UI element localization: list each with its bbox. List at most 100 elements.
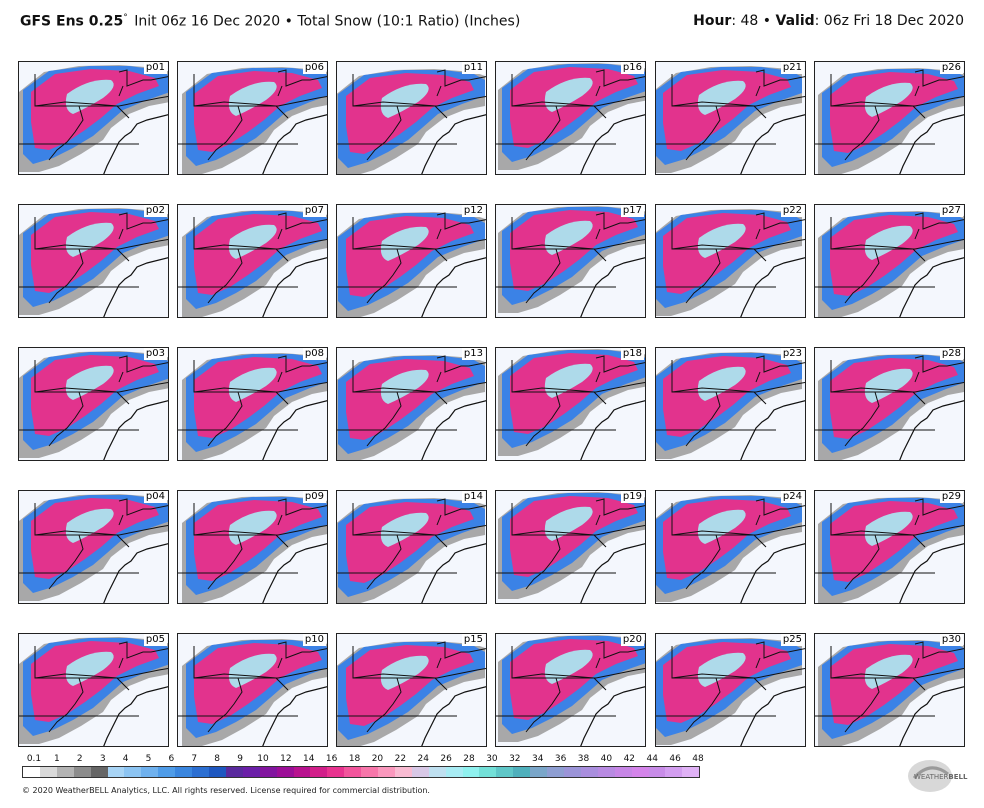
snow-heavy-area [663, 642, 791, 723]
state-border [511, 360, 645, 393]
snow-heavy-area [194, 357, 322, 438]
state-border [830, 360, 964, 393]
ensemble-panel-p19: p19 [495, 490, 646, 604]
ensemble-panel-p21: p21 [655, 61, 806, 175]
member-label: p07 [302, 205, 326, 217]
colorbar-swatch [530, 767, 548, 777]
product-name: Total Snow (10:1 Ratio) (Inches) [297, 13, 521, 30]
member-label: p28 [939, 348, 963, 360]
state-border [352, 673, 448, 691]
state-border [755, 371, 761, 383]
snow-heavy-area [346, 645, 474, 726]
snow-heavy-area [346, 359, 474, 440]
panel-map [19, 351, 168, 460]
coastline [899, 114, 964, 174]
state-border [525, 248, 561, 304]
ensemble-panel-p13: p13 [336, 347, 487, 461]
state-border [685, 105, 721, 161]
snow-heavy-area [663, 356, 791, 437]
member-label: p23 [780, 348, 804, 360]
state-border [34, 530, 130, 548]
colorbar-tick-label: 10 [257, 754, 269, 764]
state-border [844, 534, 880, 590]
panel-map [496, 206, 645, 317]
ensemble-panel-p03: p03 [18, 347, 169, 461]
snow-heavy-area [663, 213, 791, 294]
ensemble-panel-p30: p30 [814, 633, 965, 747]
ensemble-panel-p08: p08 [177, 347, 328, 461]
colorbar-swatch [648, 767, 666, 777]
member-label: p12 [461, 205, 485, 217]
state-border [914, 355, 964, 373]
state-border [755, 514, 761, 526]
colorbar-swatch [208, 767, 226, 777]
colorbar-swatch [276, 767, 294, 777]
snow-heavy-area [346, 216, 474, 297]
colorbar-swatch [479, 767, 497, 777]
member-label: p13 [461, 348, 485, 360]
panel-map [496, 63, 645, 174]
coastline [580, 543, 645, 603]
snow-heavy-area [510, 496, 638, 577]
colorbar-tick-label: 7 [191, 754, 198, 764]
coastline [580, 257, 645, 317]
colorbar-swatch [378, 767, 395, 777]
snow-max-core [65, 508, 114, 543]
member-label: p06 [302, 62, 326, 74]
state-border [48, 677, 84, 733]
state-border [193, 217, 327, 250]
snow-max-core [380, 369, 429, 404]
state-border [207, 391, 243, 447]
member-label: p04 [143, 491, 167, 503]
state-border [844, 248, 880, 304]
snow-max-core [380, 655, 429, 690]
state-border [436, 641, 486, 659]
coastline [580, 686, 645, 746]
panel-map [178, 639, 327, 746]
state-border [525, 677, 561, 733]
snow-heavy-area [663, 499, 791, 580]
panel-map [656, 66, 805, 174]
coastline [740, 257, 805, 317]
coastline [899, 400, 964, 460]
member-label: p27 [939, 205, 963, 217]
colorbar-tick-label: 3 [99, 754, 106, 764]
state-border [671, 360, 805, 393]
panel-map [337, 498, 486, 603]
state-border [914, 212, 964, 230]
colorbar-swatch [344, 767, 362, 777]
colorbar-swatch [310, 767, 328, 777]
state-border [755, 641, 805, 659]
snow-heavy-area [31, 355, 159, 436]
state-border [436, 69, 486, 87]
panel-map [337, 212, 486, 317]
state-border [366, 391, 402, 447]
state-border [844, 105, 880, 161]
state-border [193, 74, 327, 107]
colorbar-swatch [327, 767, 345, 777]
colorbar-swatch [90, 767, 108, 777]
state-border [207, 534, 243, 590]
state-border [352, 217, 486, 250]
ensemble-panel-p16: p16 [495, 61, 646, 175]
state-border [595, 498, 645, 516]
colorbar-tick-label: 28 [463, 754, 475, 764]
coastline [740, 400, 805, 460]
state-border [48, 105, 84, 161]
colorbar-tick-label: 48 [692, 754, 704, 764]
colorbar-tick-label: 16 [325, 754, 338, 764]
coastline [740, 543, 805, 603]
state-border [118, 371, 124, 383]
separator: • [284, 13, 293, 30]
state-border [277, 228, 283, 240]
state-border [525, 391, 561, 447]
state-border [34, 244, 130, 262]
colorbar-tick-label: 32 [509, 754, 521, 764]
coastline [421, 686, 486, 746]
colorbar-swatch [462, 767, 480, 777]
state-border [755, 228, 761, 240]
degree-symbol: ° [123, 13, 128, 23]
state-border [366, 248, 402, 304]
state-border [755, 212, 805, 230]
member-label: p10 [302, 634, 326, 646]
